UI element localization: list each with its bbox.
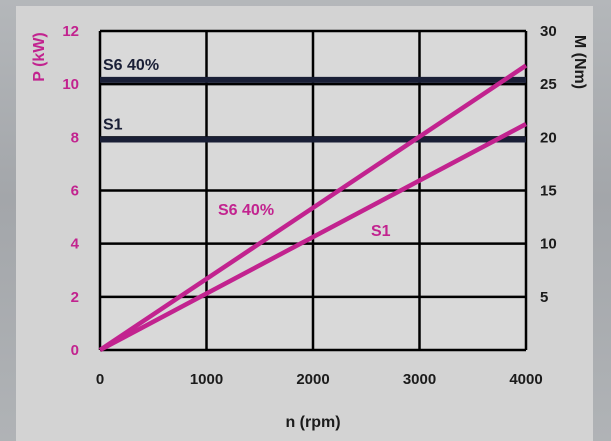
- torque-lines: [100, 76, 526, 143]
- power-lines: [98, 63, 528, 352]
- right-y-tick-label: 30: [540, 23, 557, 40]
- left-y-tick-label: 2: [71, 289, 79, 306]
- left-axis-title: P (kW): [31, 32, 48, 81]
- right-y-tick-label: 10: [540, 236, 557, 253]
- power-series-label: S6 40%: [218, 202, 274, 219]
- x-tick-label: 3000: [403, 371, 436, 388]
- grid: [98, 29, 528, 352]
- left-y-tick-label: 8: [71, 129, 79, 146]
- left-y-tick-label: 4: [71, 236, 80, 253]
- power-line-s6: [98, 63, 528, 352]
- torque-series-label: S6 40%: [103, 57, 159, 74]
- left-y-tick-label: 12: [62, 23, 79, 40]
- x-tick-label: 2000: [296, 371, 329, 388]
- left-y-tick-label: 6: [71, 183, 79, 200]
- x-tick-label: 4000: [509, 371, 542, 388]
- x-tick-label: 0: [96, 371, 104, 388]
- right-y-tick-label: 20: [540, 129, 557, 146]
- right-y-tick-label: 15: [540, 183, 557, 200]
- power-line-s1: [98, 122, 528, 352]
- right-axis-title: M (Nm): [571, 35, 588, 89]
- right-y-tick-label: 5: [540, 289, 548, 306]
- right-y-tick-label: 25: [540, 76, 557, 93]
- series-labels: S6 40% S1 S6 40% S1: [103, 57, 391, 240]
- tick-labels: 0 1000 2000 3000 4000 0 2 4 6 8 10 12 5 10 15 20 25 30: [62, 23, 556, 388]
- left-y-tick-label: 0: [71, 342, 79, 359]
- x-axis-title: n (rpm): [285, 414, 340, 431]
- x-tick-label: 1000: [190, 371, 223, 388]
- power-series-label: S1: [371, 223, 391, 240]
- left-y-tick-label: 10: [62, 76, 79, 93]
- torque-series-label: S1: [103, 116, 123, 133]
